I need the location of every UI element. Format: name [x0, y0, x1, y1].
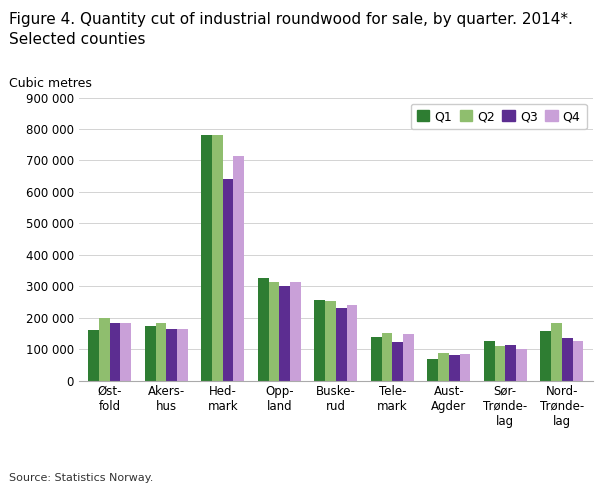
- Bar: [551, 324, 562, 381]
- Bar: [336, 308, 347, 381]
- Bar: [438, 353, 449, 381]
- Bar: [155, 324, 166, 381]
- Text: Figure 4. Quantity cut of industrial roundwood for sale, by quarter. 2014*.: Figure 4. Quantity cut of industrial rou…: [9, 12, 573, 27]
- Bar: [371, 337, 382, 381]
- Bar: [145, 325, 155, 381]
- Bar: [382, 332, 392, 381]
- Bar: [315, 300, 325, 381]
- Bar: [110, 323, 120, 381]
- Bar: [562, 338, 572, 381]
- Bar: [166, 329, 177, 381]
- Bar: [280, 286, 290, 381]
- Bar: [212, 135, 223, 381]
- Bar: [403, 334, 414, 381]
- Bar: [223, 179, 234, 381]
- Bar: [234, 157, 244, 381]
- Bar: [99, 318, 110, 381]
- Bar: [484, 341, 494, 381]
- Bar: [177, 329, 188, 381]
- Legend: Q1, Q2, Q3, Q4: Q1, Q2, Q3, Q4: [411, 104, 587, 129]
- Bar: [460, 354, 470, 381]
- Bar: [201, 135, 212, 381]
- Bar: [449, 355, 460, 381]
- Text: Source: Statistics Norway.: Source: Statistics Norway.: [9, 473, 154, 483]
- Bar: [540, 331, 551, 381]
- Text: Selected counties: Selected counties: [9, 32, 146, 47]
- Bar: [516, 349, 527, 381]
- Bar: [347, 305, 357, 381]
- Bar: [290, 282, 301, 381]
- Text: Cubic metres: Cubic metres: [9, 77, 92, 90]
- Bar: [427, 359, 438, 381]
- Bar: [88, 330, 99, 381]
- Bar: [258, 279, 269, 381]
- Bar: [494, 346, 505, 381]
- Bar: [325, 302, 336, 381]
- Bar: [269, 282, 280, 381]
- Bar: [572, 341, 583, 381]
- Bar: [505, 346, 516, 381]
- Bar: [392, 342, 403, 381]
- Bar: [120, 323, 131, 381]
